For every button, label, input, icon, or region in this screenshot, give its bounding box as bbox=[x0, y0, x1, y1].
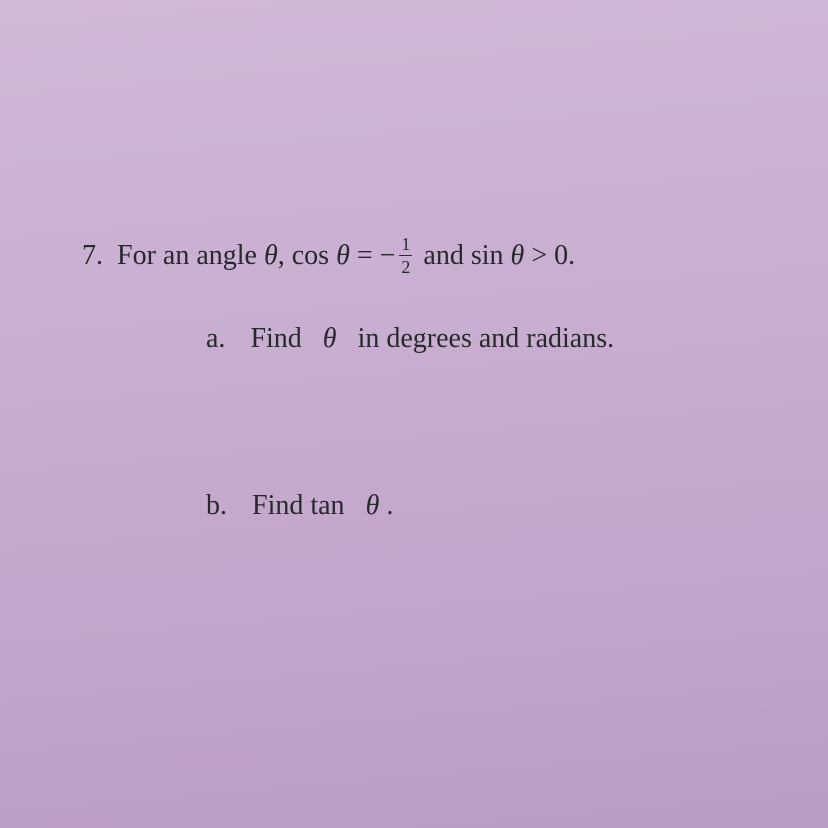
part-a-after: in degrees and radians. bbox=[358, 323, 615, 354]
part-b-before: Find tan bbox=[252, 490, 345, 521]
part-a-before: Find bbox=[250, 323, 301, 354]
part-a-label: a. bbox=[206, 323, 225, 354]
part-b: b. Find tan θ . bbox=[206, 490, 393, 522]
fraction-denominator: 2 bbox=[399, 255, 412, 276]
greater-than-zero: > 0. bbox=[531, 239, 575, 273]
theta-symbol: θ bbox=[323, 323, 337, 354]
question-number: 7. bbox=[82, 239, 103, 273]
part-a: a. Find θ in degrees and radians. bbox=[206, 323, 614, 355]
worksheet-page: 7. For an angle θ , cos θ = − 1 2 and si… bbox=[0, 0, 828, 828]
negative-sign: − bbox=[380, 239, 396, 273]
theta-symbol: θ bbox=[336, 239, 350, 273]
and-word: and bbox=[423, 239, 463, 273]
part-b-label: b. bbox=[206, 490, 227, 521]
equals-sign: = bbox=[357, 239, 373, 273]
question-7: 7. For an angle θ , cos θ = − 1 2 and si… bbox=[82, 235, 575, 276]
theta-symbol: θ bbox=[511, 239, 525, 273]
fraction-numerator: 1 bbox=[399, 235, 412, 255]
cos-word: cos bbox=[292, 239, 329, 273]
part-b-after: . bbox=[386, 490, 393, 521]
fraction-one-half: 1 2 bbox=[399, 235, 412, 276]
comma: , bbox=[278, 239, 285, 273]
sin-word: sin bbox=[471, 239, 504, 273]
theta-symbol: θ bbox=[264, 239, 278, 273]
question-lead: For an angle bbox=[117, 239, 257, 273]
theta-symbol: θ bbox=[366, 490, 380, 521]
